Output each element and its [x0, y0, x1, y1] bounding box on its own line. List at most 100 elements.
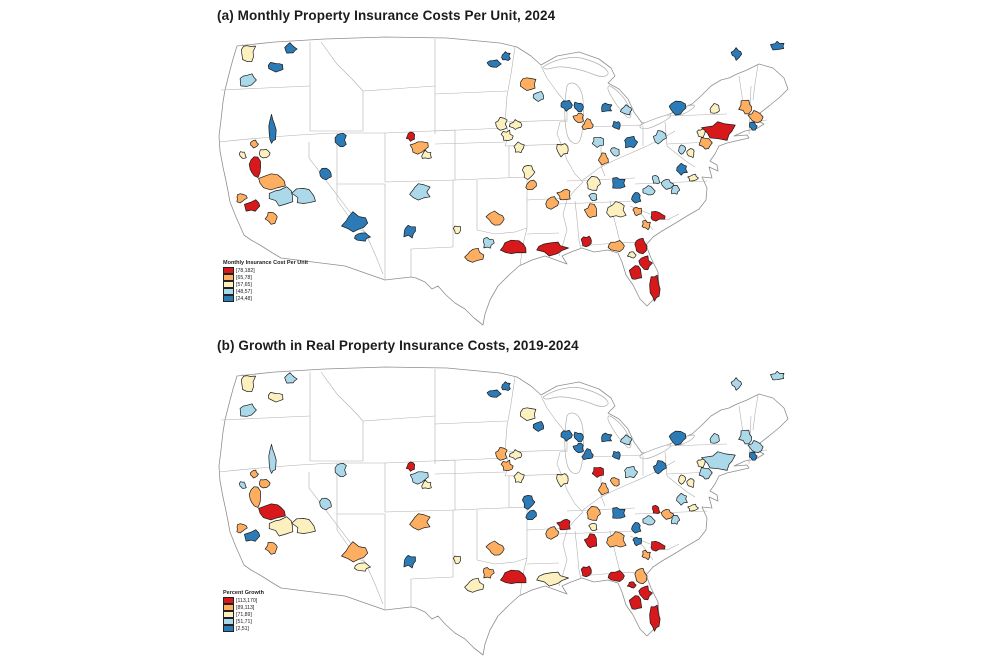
county-blob — [668, 430, 687, 446]
legend-swatch — [223, 597, 234, 604]
county-blob — [583, 203, 598, 219]
state-border — [666, 113, 728, 117]
county-blob — [536, 241, 569, 257]
county-blob — [591, 466, 604, 478]
county-blob — [770, 370, 785, 381]
legend-row: [113,170] — [223, 597, 264, 604]
legend-swatch — [223, 288, 234, 295]
county-blob — [660, 509, 674, 520]
county-blob — [670, 515, 681, 525]
county-blob — [687, 173, 699, 182]
county-blob — [236, 523, 248, 534]
state-border — [364, 561, 384, 605]
county-blob — [670, 185, 681, 195]
county-blob — [698, 467, 713, 480]
legend-label: [48,57] — [236, 288, 252, 295]
legend-row: [24,48] — [223, 295, 308, 302]
county-blob — [403, 224, 416, 239]
legend-label: [57,65] — [236, 281, 252, 288]
county-blob — [244, 529, 261, 542]
county-blob — [409, 513, 431, 531]
county-blob — [652, 174, 661, 185]
county-blob — [485, 210, 505, 226]
county-blob — [586, 176, 601, 191]
state-border — [558, 511, 584, 587]
county-blob — [495, 117, 508, 131]
county-blob — [612, 450, 621, 460]
county-blob — [650, 211, 666, 222]
legend-row: [65,78] — [223, 274, 308, 281]
legend-b: Percent Growth [113,170] [89,113] [71,89][… — [223, 590, 264, 632]
county-blob — [268, 113, 277, 144]
county-blob — [686, 148, 695, 158]
legend-label: [113,170] — [236, 597, 258, 604]
county-blob — [258, 503, 286, 521]
county-blob — [482, 567, 495, 579]
state-border — [752, 64, 759, 101]
county-blob — [573, 101, 584, 113]
county-blob — [500, 239, 527, 254]
county-blob — [258, 148, 271, 159]
county-blob — [770, 40, 785, 51]
state-border — [476, 227, 528, 235]
county-blob — [556, 143, 569, 158]
county-blob — [500, 569, 527, 584]
county-blob — [747, 440, 764, 454]
county-blob — [606, 201, 627, 218]
county-blob — [341, 211, 369, 233]
us-map-panel-b — [218, 366, 789, 656]
county-blob — [319, 167, 332, 181]
legend-a-rows: [78,182] [65,78] [57,65] [48,57] [24,48] — [223, 267, 308, 302]
state-border — [566, 507, 636, 512]
county-blob — [591, 136, 604, 148]
county-blob — [607, 570, 625, 582]
county-blob — [581, 448, 594, 461]
county-blob — [536, 571, 569, 587]
county-blob — [409, 183, 431, 201]
state-border — [384, 179, 456, 183]
legend-swatch — [223, 281, 234, 288]
county-blob — [749, 451, 758, 461]
county-blob — [556, 518, 571, 531]
county-blob — [403, 554, 416, 569]
county-blob — [267, 62, 284, 73]
state-border — [308, 472, 366, 563]
county-blob — [586, 506, 601, 521]
county-blob — [264, 541, 278, 555]
county-blob — [626, 581, 637, 589]
state-border — [362, 85, 436, 92]
county-blob — [649, 274, 661, 302]
great-lake — [542, 57, 609, 77]
county-blob — [598, 482, 609, 496]
county-blob — [609, 147, 620, 157]
state-border — [476, 557, 528, 565]
state-border — [434, 90, 508, 95]
county-blob — [236, 193, 248, 204]
county-blob — [638, 255, 653, 271]
county-blob — [631, 522, 642, 534]
county-blob — [267, 392, 284, 403]
state-border — [574, 200, 582, 250]
state-border — [454, 176, 528, 181]
state-border — [600, 468, 606, 507]
state-border — [384, 509, 456, 513]
county-blob — [634, 237, 648, 255]
state-border — [558, 200, 636, 205]
county-blob — [486, 59, 502, 68]
state-border — [434, 471, 506, 475]
county-blob — [244, 199, 261, 212]
legend-label: [65,78] — [236, 274, 252, 281]
county-blob — [660, 179, 674, 190]
state-border — [600, 138, 606, 177]
county-blob — [609, 477, 620, 487]
county-blob — [583, 533, 598, 549]
state-border — [320, 371, 364, 422]
county-blob — [628, 265, 643, 280]
county-blob — [268, 516, 294, 537]
us-map-panel-a — [218, 36, 789, 326]
state-border — [526, 232, 560, 235]
county-blob — [464, 247, 485, 263]
county-blob — [612, 177, 626, 189]
county-blob — [486, 389, 502, 398]
